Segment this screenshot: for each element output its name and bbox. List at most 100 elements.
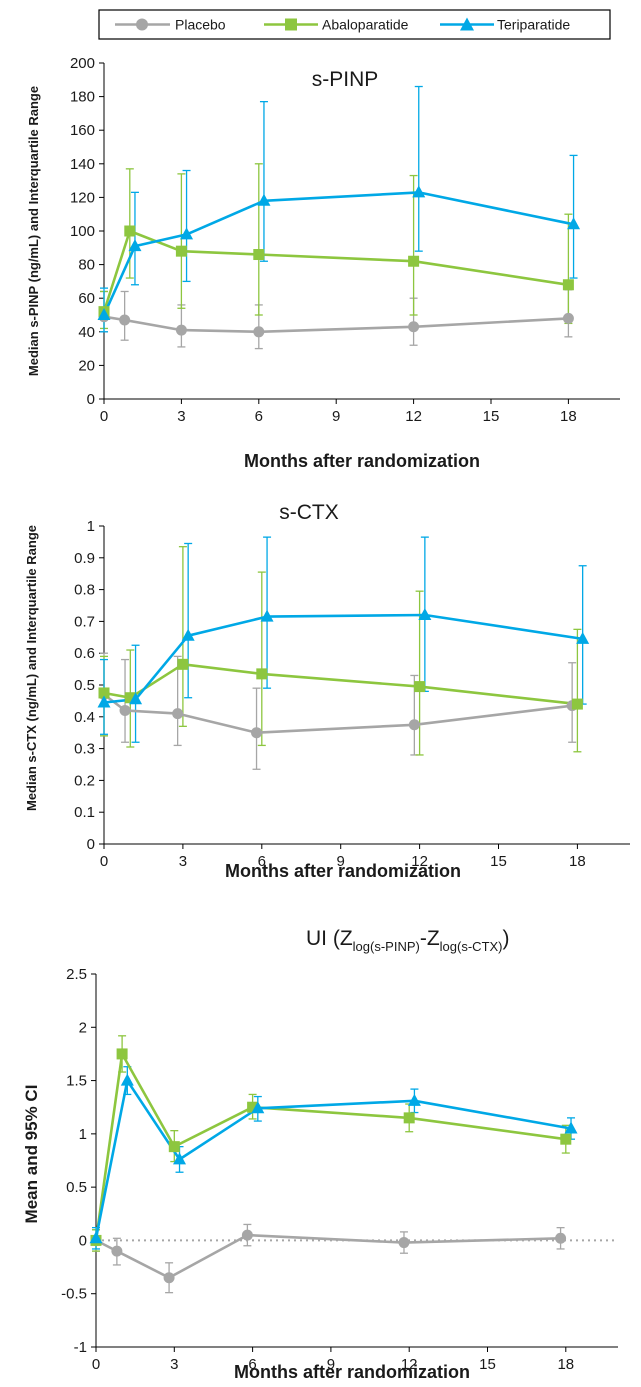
data-point-placebo <box>562 312 574 324</box>
data-point-abaloparatide <box>124 225 136 237</box>
data-point-abaloparatide <box>124 692 136 704</box>
panel-title-ui-main: UI (Z <box>306 927 353 950</box>
x-tick-label-p3: 0 <box>92 1356 100 1373</box>
data-point-teriparatide <box>576 631 590 644</box>
x-tick-label-p3: 12 <box>401 1356 418 1373</box>
data-point-teriparatide <box>564 1121 578 1134</box>
data-point-abaloparatide <box>403 1112 415 1124</box>
data-point-abaloparatide <box>408 255 420 267</box>
x-tick-label-p3: 3 <box>170 1356 178 1373</box>
data-point-placebo <box>251 727 263 739</box>
data-point-abaloparatide <box>571 698 583 710</box>
x-tick-label-p2: 0 <box>100 853 108 870</box>
panel-title-ui-sub1: log(s-PINP) <box>353 939 420 954</box>
data-point-teriparatide <box>173 1152 187 1165</box>
y-tick-label-p3: 2.5 <box>66 966 87 983</box>
legend-placebo-marker <box>136 18 148 31</box>
x-axis-label-ui: Months after randomization <box>234 1362 470 1382</box>
x-tick-label-p2: 9 <box>337 853 345 870</box>
panel-title-ui-mid: -Z <box>420 927 440 950</box>
x-tick-label-p2: 15 <box>490 853 507 870</box>
legend-abaloparatide-marker <box>285 18 297 31</box>
panel-title-s-ctx: s-CTX <box>279 501 339 524</box>
data-point-placebo <box>172 708 184 720</box>
legend-entry-teriparatide: Teriparatide <box>440 17 570 33</box>
series-line-abaloparatide <box>103 662 578 706</box>
y-tick-label-p3: 0.5 <box>66 1179 87 1196</box>
data-point-teriparatide <box>260 609 274 622</box>
x-tick-label-p3: 18 <box>557 1356 574 1373</box>
y-tick-label-p2: 0.5 <box>74 677 95 694</box>
data-point-teriparatide <box>418 608 432 621</box>
y-axis-label-ui: Mean and 95% CI <box>22 1085 41 1224</box>
data-point-placebo <box>119 314 131 326</box>
data-point-teriparatide <box>412 185 426 198</box>
x-tick-label-p1: 6 <box>255 408 263 425</box>
data-point-teriparatide <box>97 308 111 320</box>
y-tick-label-p2: 0.2 <box>74 772 95 789</box>
legend-box <box>98 9 611 40</box>
x-tick-label-p1: 9 <box>332 408 340 425</box>
axes-s-pinp: 0 20 40 60 80 100 120 140 160 180 200 0 3 6 9 12 15 18 <box>70 55 620 425</box>
y-axis-label-s-pinp: Median s-PINP (ng/mL) and Interquartile … <box>26 86 41 376</box>
chart-panel-ui: UI (Zlog(s-PINP)-Zlog(s-CTX)) -1 -0.5 0 0.5… <box>22 927 618 1382</box>
data-point-placebo <box>398 1237 410 1249</box>
y-tick-label-p1: 160 <box>70 122 95 139</box>
axes-ui: -1 -0.5 0 0.5 1 1.5 2 2.5 0 3 6 9 12 15 18 <box>61 966 618 1373</box>
data-point-placebo <box>408 719 420 731</box>
y-tick-label-p1: 100 <box>70 223 95 240</box>
panel-title-ui-end: ) <box>503 927 510 950</box>
axes-s-ctx: 0 0.1 0.2 0.3 0.4 0.5 0.6 0.7 0.8 0.9 1 0 3 6 9 12 15 18 <box>74 518 630 870</box>
data-point-teriparatide <box>89 1231 103 1244</box>
data-point-placebo <box>111 1245 123 1257</box>
data-point-placebo <box>119 704 131 716</box>
data-point-abaloparatide <box>560 1133 572 1145</box>
series-line-abaloparatide <box>102 229 569 312</box>
x-tick-label-p3: 15 <box>479 1356 496 1373</box>
legend-teriparatide-label: Teriparatide <box>497 17 570 33</box>
legend: Placebo Abaloparatide Teriparatide <box>98 9 611 40</box>
data-point-placebo <box>555 1232 567 1244</box>
series-line-teriparatide <box>102 191 574 316</box>
x-tick-label-p1: 18 <box>560 408 577 425</box>
x-axis-label-s-pinp: Months after randomization <box>244 451 480 471</box>
y-tick-label-p1: 80 <box>78 257 95 274</box>
data-point-placebo <box>163 1272 175 1284</box>
data-point-abaloparatide <box>256 668 268 680</box>
panel-title-ui: UI (Zlog(s-PINP)-Zlog(s-CTX)) <box>306 927 510 954</box>
x-tick-label-p2: 3 <box>179 853 187 870</box>
y-tick-label-p3: 1.5 <box>66 1073 87 1090</box>
y-axis-label-s-ctx: Median s-CTX (ng/mL) and Interquartile R… <box>24 525 39 811</box>
data-point-abaloparatide <box>247 1101 259 1113</box>
y-tick-label-p1: 120 <box>70 189 95 206</box>
x-tick-label-p1: 0 <box>100 408 108 425</box>
panel-title-s-pinp: s-PINP <box>312 68 379 91</box>
data-point-abaloparatide <box>253 249 265 261</box>
y-tick-label-p2: 0.3 <box>74 741 95 758</box>
x-tick-label-p2: 12 <box>411 853 428 870</box>
data-point-teriparatide <box>407 1093 421 1106</box>
x-tick-label-p1: 12 <box>405 408 422 425</box>
x-tick-label-p2: 6 <box>258 853 266 870</box>
y-tick-label-p2: 0.9 <box>74 550 95 567</box>
y-tick-label-p2: 0 <box>87 836 95 853</box>
legend-abaloparatide-label: Abaloparatide <box>322 17 409 33</box>
series-line-abaloparatide <box>94 1052 566 1241</box>
x-tick-label-p1: 15 <box>483 408 500 425</box>
chart-panel-s-ctx: s-CTX 0 0.1 0.2 0.3 0.4 0.5 0.6 0.7 0.8 0.9 1 0 3 6 9 1… <box>24 501 630 881</box>
data-point-teriparatide <box>257 193 271 206</box>
x-tick-label-p3: 9 <box>327 1356 335 1373</box>
series-line-placebo <box>95 1233 561 1279</box>
data-point-teriparatide <box>181 628 195 641</box>
panel-title-ui-sub2: log(s-CTX) <box>440 939 503 954</box>
legend-placebo-label: Placebo <box>175 17 226 33</box>
y-tick-label-p3: 2 <box>79 1019 87 1036</box>
data-point-abaloparatide <box>168 1141 180 1153</box>
series-s-ctx <box>97 536 590 770</box>
data-point-placebo <box>253 326 265 338</box>
legend-entry-abaloparatide: Abaloparatide <box>264 17 409 33</box>
y-tick-label-p2: 0.4 <box>74 709 95 726</box>
data-point-teriparatide <box>567 217 581 230</box>
data-point-abaloparatide <box>177 658 189 670</box>
x-tick-label-p1: 3 <box>177 408 185 425</box>
